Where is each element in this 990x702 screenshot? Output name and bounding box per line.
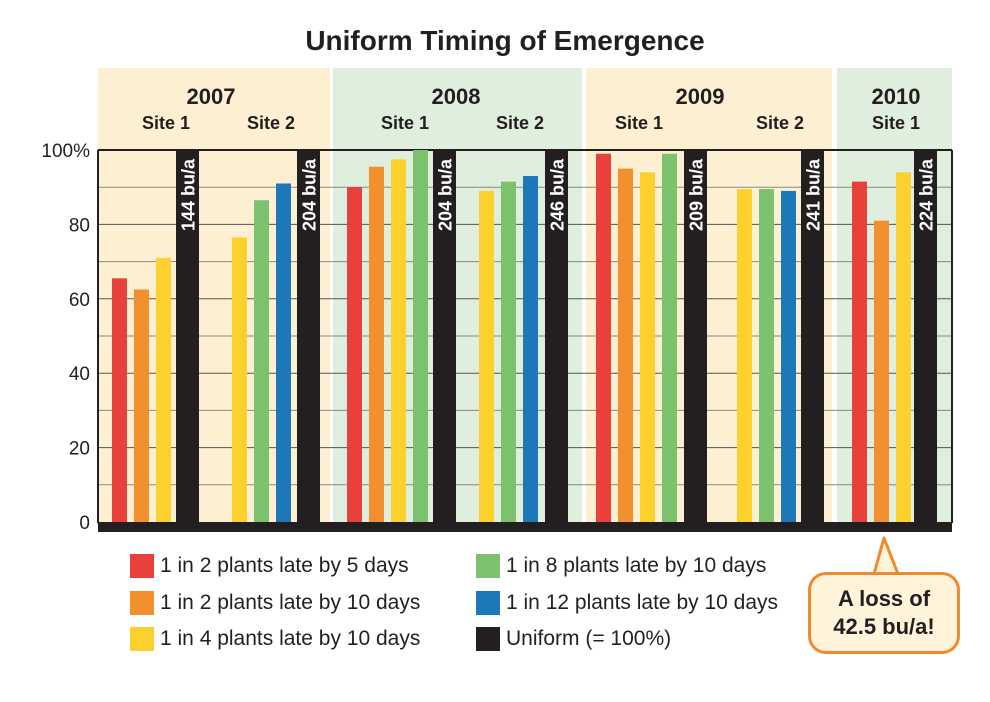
uniform-yield-label: 204 bu/a (436, 158, 456, 231)
legend-swatch-orange (130, 591, 154, 615)
legend-swatch-yellow (130, 627, 154, 651)
y-tick-label: 60 (69, 290, 90, 311)
bar-orange (134, 289, 149, 522)
bar-uniform (297, 150, 320, 522)
bar-orange (874, 220, 889, 522)
bar-yellow (896, 172, 911, 522)
bar-uniform (176, 150, 199, 522)
year-label-2008: 2008 (432, 84, 481, 109)
bar-yellow (479, 190, 494, 523)
uniform-yield-label: 209 bu/a (687, 158, 707, 231)
bar-orange (618, 168, 633, 522)
legend-label: 1 in 2 plants late by 10 days (160, 591, 421, 614)
chart-title: Uniform Timing of Emergence (305, 25, 704, 56)
legend-item-orange: 1 in 2 plants late by 10 days (130, 588, 420, 618)
site-label: Site 2 (756, 113, 804, 133)
y-tick-label: 100% (41, 141, 90, 162)
bar-yellow (737, 189, 752, 522)
bar-uniform (684, 150, 707, 522)
bar-red (852, 181, 867, 522)
site-label: Site 1 (381, 113, 429, 133)
legend-item-red: 1 in 2 plants late by 5 days (130, 551, 409, 581)
legend-label: Uniform (= 100%) (506, 627, 672, 650)
bar-uniform (801, 150, 824, 522)
bar-green (254, 200, 269, 522)
legend-item-green: 1 in 8 plants late by 10 days (476, 551, 766, 581)
bar-green (662, 153, 677, 522)
bar-blue (276, 183, 291, 523)
bar-yellow (391, 159, 406, 523)
x-axis-baseline (98, 522, 952, 532)
legend-label: 1 in 2 plants late by 5 days (160, 554, 409, 577)
site-label: Site 1 (615, 113, 663, 133)
uniform-yield-label: 204 bu/a (300, 158, 320, 231)
y-tick-label: 20 (69, 439, 90, 460)
legend-swatch-green (476, 554, 500, 578)
bar-red (112, 278, 127, 522)
year-label-2009: 2009 (676, 84, 725, 109)
legend-item-blue: 1 in 12 plants late by 10 days (476, 588, 778, 618)
bar-green (501, 181, 516, 522)
bar-yellow (232, 237, 247, 523)
loss-callout: A loss of 42.5 bu/a! (808, 572, 960, 654)
y-tick-label: 0 (79, 513, 90, 534)
bar-blue (523, 176, 538, 523)
legend-swatch-blue (476, 591, 500, 615)
bar-yellow (640, 172, 655, 522)
bar-blue (781, 190, 796, 523)
legend-label: 1 in 4 plants late by 10 days (160, 627, 421, 650)
year-band-2007 (98, 68, 330, 523)
bar-green (759, 189, 774, 522)
uniform-yield-label: 224 bu/a (917, 158, 937, 231)
legend-label: 1 in 8 plants late by 10 days (506, 554, 767, 577)
site-label: Site 2 (496, 113, 544, 133)
bar-red (347, 187, 362, 522)
uniform-yield-label: 246 bu/a (548, 158, 568, 231)
callout-pointer (872, 536, 900, 576)
year-label-2010: 2010 (872, 84, 921, 109)
legend-swatch-red (130, 554, 154, 578)
bar-red (596, 153, 611, 522)
legend-item-yellow: 1 in 4 plants late by 10 days (130, 624, 420, 654)
site-label: Site 1 (872, 113, 920, 133)
year-label-2007: 2007 (187, 84, 236, 109)
callout-line-2: 42.5 bu/a! (833, 614, 935, 639)
bar-uniform (433, 150, 456, 522)
y-tick-label: 40 (69, 364, 90, 385)
bar-uniform (545, 150, 568, 522)
legend-label: 1 in 12 plants late by 10 days (506, 591, 779, 614)
callout-line-1: A loss of (837, 586, 931, 611)
bar-uniform (914, 150, 937, 522)
bar-orange (369, 166, 384, 523)
bar-green (413, 150, 428, 522)
legend-item-black: Uniform (= 100%) (476, 624, 671, 654)
uniform-yield-label: 241 bu/a (804, 158, 824, 231)
site-label: Site 1 (142, 113, 190, 133)
uniform-yield-label: 144 bu/a (179, 158, 199, 231)
y-tick-label: 80 (69, 215, 90, 236)
site-label: Site 2 (247, 113, 295, 133)
legend-swatch-black (476, 627, 500, 651)
bar-yellow (156, 257, 171, 522)
